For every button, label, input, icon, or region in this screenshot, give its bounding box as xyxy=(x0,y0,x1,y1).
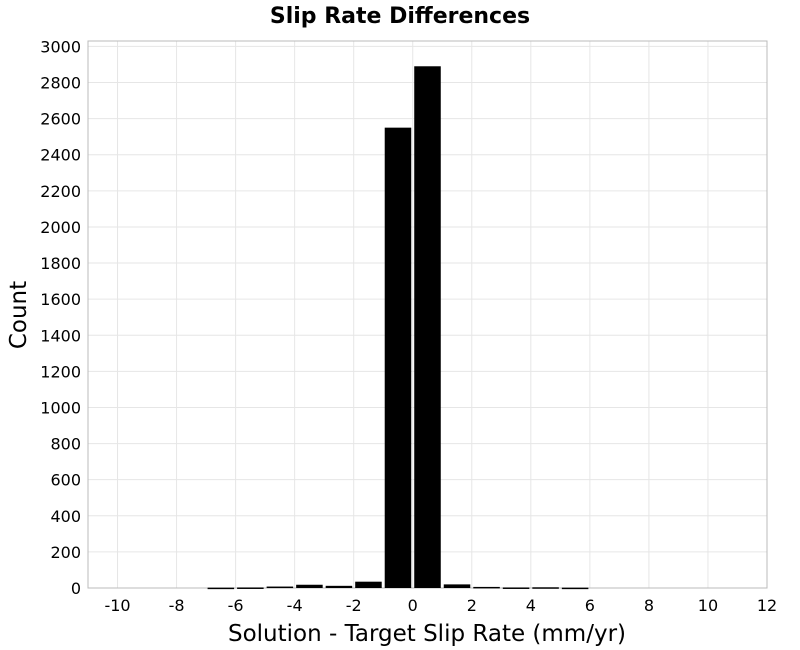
chart-title: Slip Rate Differences xyxy=(270,4,530,29)
y-tick-label: 2800 xyxy=(40,74,81,93)
y-tick-label: 2000 xyxy=(40,218,81,237)
x-axis-label: Solution - Target Slip Rate (mm/yr) xyxy=(228,621,626,647)
histogram-bar xyxy=(266,586,294,589)
y-tick-label: 1800 xyxy=(40,254,81,273)
histogram-bar xyxy=(384,127,412,588)
y-tick-label: 1000 xyxy=(40,398,81,417)
y-tick-labels: 0 200 400 600 800 1000 1200 1400 1600 1800 2000 220… xyxy=(40,37,81,598)
x-tick-label: 6 xyxy=(585,596,595,615)
y-axis-label: Count xyxy=(6,281,32,349)
histogram-bar xyxy=(532,587,559,589)
y-tick-label: 1400 xyxy=(40,326,81,345)
bars xyxy=(207,66,589,590)
x-tick-labels: -10 -8 -6 -4 -2 0 2 4 6 8 10 12 xyxy=(104,596,777,615)
x-tick-label: 10 xyxy=(698,596,718,615)
y-tick-label: 600 xyxy=(50,471,81,490)
x-tick-label: -4 xyxy=(287,596,303,615)
x-tick-label: -2 xyxy=(346,596,362,615)
x-tick-label: 4 xyxy=(526,596,536,615)
y-tick-label: 400 xyxy=(50,507,81,526)
y-tick-label: 800 xyxy=(50,435,81,454)
y-tick-label: 3000 xyxy=(40,37,81,56)
x-tick-label: -6 xyxy=(228,596,244,615)
x-tick-label: -10 xyxy=(104,596,130,615)
y-tick-label: 2400 xyxy=(40,146,81,165)
x-tick-label: 8 xyxy=(644,596,654,615)
histogram-bar xyxy=(325,585,353,588)
y-tick-label: 2600 xyxy=(40,110,81,129)
histogram-bar xyxy=(207,587,235,590)
histogram-bar xyxy=(502,587,530,589)
histogram-bar xyxy=(237,587,264,589)
histogram-bar xyxy=(561,587,589,590)
histogram-bar xyxy=(414,66,441,588)
x-tick-label: 2 xyxy=(467,596,477,615)
histogram-bar xyxy=(355,581,382,588)
x-tick-label: 12 xyxy=(757,596,777,615)
x-tick-label: 0 xyxy=(408,596,418,615)
histogram-bar xyxy=(296,584,323,588)
x-tick-label: -8 xyxy=(169,596,185,615)
histogram-bar xyxy=(473,586,500,589)
y-tick-label: 0 xyxy=(71,579,81,598)
y-tick-label: 200 xyxy=(50,543,81,562)
y-tick-label: 2200 xyxy=(40,182,81,201)
histogram-bar xyxy=(443,584,471,588)
y-tick-label: 1600 xyxy=(40,290,81,309)
y-tick-label: 1200 xyxy=(40,362,81,381)
